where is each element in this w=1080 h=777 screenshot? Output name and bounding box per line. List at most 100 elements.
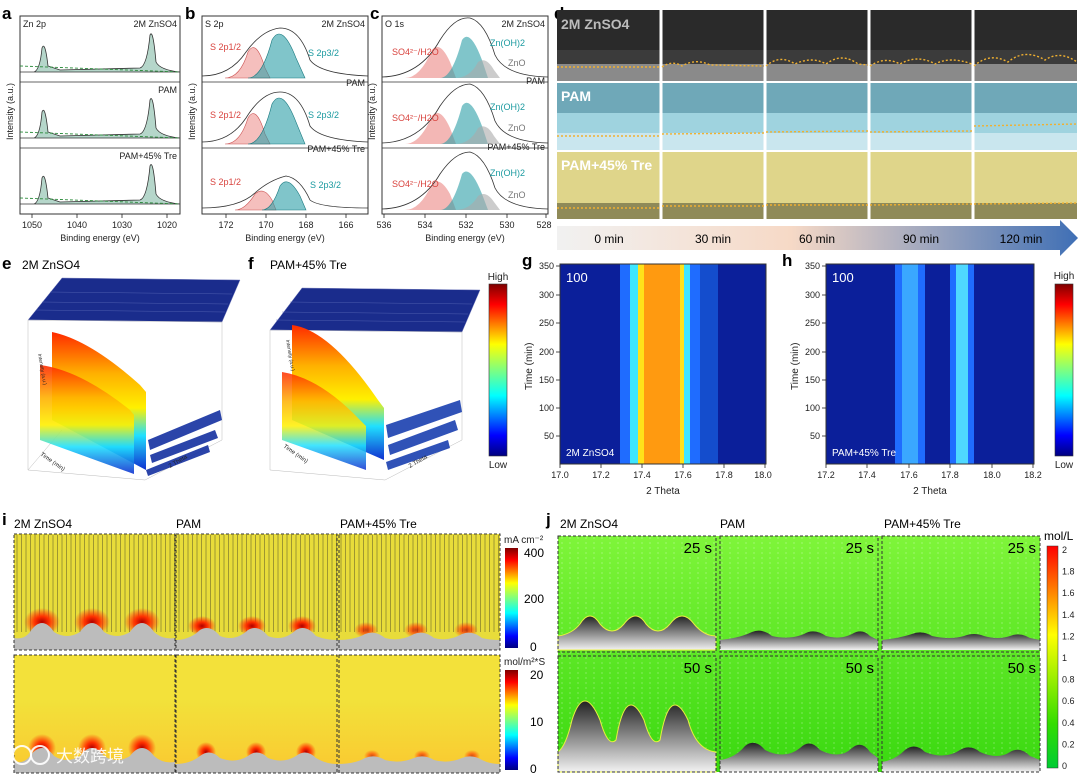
panel-c-xtick-1: 536 (376, 220, 391, 230)
panel-c-peak3-r2: ZnO (508, 123, 526, 133)
panel-h-cb-high: High (1054, 271, 1075, 282)
panel-d-row-3: PAM+45% Tre (561, 157, 652, 173)
panel-i-cb1-tick-1: 400 (524, 546, 544, 560)
panel-c-xtick-4: 530 (499, 220, 514, 230)
panel-i-simulations: mA cm⁻² 400 200 0 mol/m²*S 20 10 0 (13, 533, 545, 776)
panel-j-cb-tick: 1.6 (1062, 588, 1075, 598)
panel-h-xtick-1: 17.2 (817, 470, 835, 480)
panel-j-time-top-2: 25 s (846, 540, 874, 557)
panel-j-col-1: 2M ZnSO4 (560, 517, 618, 531)
panel-j-concentration: 25 s 25 s 25 s 50 s 50 s 50 s mol/L 2 1.8… (557, 529, 1075, 773)
panel-j-time-bot-1: 50 s (684, 660, 712, 677)
panel-i-col-3: PAM+45% Tre (340, 517, 417, 531)
panel-c-ylabel: Intensity (a.u.) (367, 83, 377, 140)
panel-c-letter: c (370, 4, 379, 23)
panel-c-peak2-r2: Zn(OH)2 (490, 102, 525, 112)
panel-d-row-2: PAM (561, 88, 591, 104)
panel-i-cb1-tick-3: 0 (530, 640, 537, 654)
panel-j-cb-tick: 0.4 (1062, 718, 1075, 728)
panel-d-time-5: 120 min (1000, 232, 1043, 246)
panel-b-row-1: 2M ZnSO4 (321, 19, 365, 29)
panel-a-xtick-4: 1020 (157, 220, 177, 230)
panel-d-in-situ-images: 2M ZnSO4 PAM PAM+45% Tre 0 min 30 min 60… (557, 10, 1078, 256)
panel-j-cb-tick: 2 (1062, 545, 1067, 555)
panel-f-title: PAM+45% Tre (270, 258, 347, 272)
panel-h-contour-map: 100 PAM+45% Tre 17.2 17.4 17.6 17.8 18.0… (790, 261, 1074, 497)
panel-ef-cb-low: Low (489, 460, 508, 471)
panel-h-ytick-4: 200 (805, 347, 820, 357)
panel-c-peak1-r2: SO4²⁻/H2O (392, 113, 439, 123)
panel-g-ytick-1: 350 (539, 261, 554, 271)
panel-e-letter: e (2, 254, 11, 273)
watermark-text: 大数跨境 (56, 747, 124, 767)
panel-j-cb-tick: 1.2 (1062, 631, 1075, 641)
panel-c-peak3-r1: ZnO (508, 58, 526, 68)
panel-g-ytick-7: 50 (544, 431, 554, 441)
panel-a-row-1: 2M ZnSO4 (133, 19, 177, 29)
panel-d-time-2: 30 min (695, 232, 731, 246)
panel-e-title: 2M ZnSO4 (22, 258, 80, 272)
panel-f-letter: f (248, 254, 254, 273)
panel-c-xtick-5: 528 (536, 220, 551, 230)
panel-g-letter: g (522, 251, 532, 270)
panel-c-peak1-r1: SO4²⁻/H2O (392, 47, 439, 57)
panel-c-peak1-r3: SO4²⁻/H2O (392, 179, 439, 189)
panel-h-ytick-7: 50 (810, 431, 820, 441)
panel-b-row-3: PAM+45% Tre (307, 144, 365, 154)
panel-j-time-top-3: 25 s (1008, 540, 1036, 557)
panel-h-ytick-5: 150 (805, 375, 820, 385)
panel-ef-colorbar: High Low (488, 272, 509, 471)
panel-a-xlabel: Binding energy (eV) (60, 233, 140, 243)
panel-a-element: Zn 2p (23, 19, 46, 29)
panel-g-xtick-6: 18.0 (754, 470, 772, 480)
panel-c-xtick-3: 532 (458, 220, 473, 230)
panel-h-ytick-3: 250 (805, 318, 820, 328)
panel-h-corner: 100 (832, 270, 854, 285)
panel-h-letter: h (782, 251, 792, 270)
panel-e-3d-surface: Intensity (a.u.) Time (min) 2 Theta (27, 277, 241, 481)
panel-d-time-1: 0 min (594, 232, 623, 246)
panel-h-xtick-4: 17.8 (941, 470, 959, 480)
panel-b-xps-s2p: S 2p 2M ZnSO4 PAM PAM+45% Tre S 2p1/2 S … (187, 15, 369, 243)
panel-b-xtick-4: 166 (338, 220, 353, 230)
panel-g-xtick-5: 17.8 (715, 470, 733, 480)
panel-b-letter: b (185, 4, 195, 23)
panel-b-ylabel: Intensity (a.u.) (187, 83, 197, 140)
panel-c-peak2-r1: Zn(OH)2 (490, 38, 525, 48)
panel-i-cb2-tick-3: 0 (530, 762, 537, 776)
panel-a-xtick-3: 1030 (112, 220, 132, 230)
panel-g-label: 2M ZnSO4 (566, 448, 615, 459)
panel-b-xtick-2: 170 (258, 220, 273, 230)
panel-g-ytick-5: 150 (539, 375, 554, 385)
panel-h-xtick-5: 18.0 (983, 470, 1001, 480)
panel-j-letter: j (545, 510, 551, 529)
panel-h-ytick-1: 350 (805, 261, 820, 271)
panel-j-time-bot-2: 50 s (846, 660, 874, 677)
panel-c-xtick-2: 534 (417, 220, 432, 230)
panel-g-contour-map: 100 2M ZnSO4 17.0 17.2 17.4 17.6 17.8 18… (524, 261, 772, 497)
panel-h-xtick-3: 17.6 (900, 470, 918, 480)
panel-c-row-3: PAM+45% Tre (487, 142, 545, 152)
panel-b-peak1-r1: S 2p1/2 (210, 42, 241, 52)
panel-b-xlabel: Binding energy (eV) (245, 233, 325, 243)
panel-a-row-2: PAM (158, 85, 177, 95)
panel-c-xlabel: Binding energy (eV) (425, 233, 505, 243)
panel-j-time-top-1: 25 s (684, 540, 712, 557)
panel-g-xtick-3: 17.4 (633, 470, 651, 480)
panel-i-cb1-unit: mA cm⁻² (504, 535, 544, 546)
panel-i-cb2-tick-1: 20 (530, 668, 544, 682)
panel-g-corner: 100 (566, 270, 588, 285)
panel-j-time-bot-3: 50 s (1008, 660, 1036, 677)
panel-a-xtick-1: 1050 (22, 220, 42, 230)
panel-j-cb-tick: 0 (1062, 761, 1067, 771)
panel-e-zlabel: Intensity (a.u.) (36, 353, 47, 386)
panel-j-cb-tick: 1.8 (1062, 567, 1075, 577)
panel-j-cb-tick: 1.4 (1062, 610, 1075, 620)
panel-h-label: PAM+45% Tre (832, 448, 896, 459)
panel-c-peak3-r3: ZnO (508, 190, 526, 200)
panel-j-cb-tick: 0.8 (1062, 675, 1075, 685)
panel-b-peak1-r3: S 2p1/2 (210, 177, 241, 187)
panel-g-ytick-2: 300 (539, 290, 554, 300)
panel-b-xtick-3: 168 (298, 220, 313, 230)
